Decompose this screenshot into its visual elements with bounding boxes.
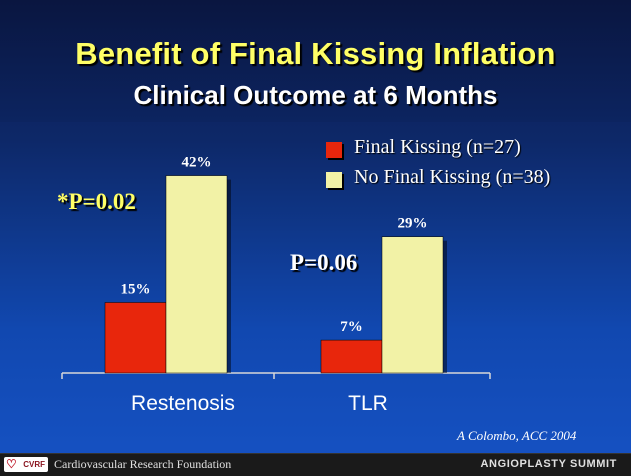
bar-final-kissing-tlr [320,339,383,374]
legend-label: Final Kissing (n=27) [354,136,521,158]
slide-subtitle: Clinical Outcome at 6 Months [133,80,498,110]
category-label-restenosis: Restenosis [131,392,235,415]
legend-swatch-final-kissing [326,142,342,158]
footer-bar: ♡ CVRF Cardiovascular Research Foundatio… [0,453,631,476]
title-band [0,0,631,122]
cvrf-logo-text: CVRF [23,460,45,469]
bar-value-label: 29% [398,216,428,232]
p-value-tlr: P=0.06 [290,250,358,275]
bar-value-label: 7% [340,319,363,335]
legend-label: No Final Kissing (n=38) [354,166,551,188]
legend-swatch-no-final-kissing [326,172,342,188]
bar-value-label: 15% [121,282,151,298]
category-label-tlr: TLR [348,392,388,415]
bar-no-final-kissing-restenosis [165,175,228,374]
organization-name: Cardiovascular Research Foundation [54,457,232,471]
citation: A Colombo, ACC 2004 [457,428,577,443]
cvrf-logo: ♡ CVRF [4,457,48,472]
bar-value-label: 42% [182,155,212,171]
bar-no-final-kissing-tlr [381,236,444,374]
p-value-restenosis: *P=0.02 [57,189,136,214]
event-name: ANGIOPLASTY SUMMIT [480,458,617,470]
bar-final-kissing-restenosis [104,302,167,374]
heart-icon: ♡ [6,457,17,471]
slide-title: Benefit of Final Kissing Inflation [75,36,556,71]
